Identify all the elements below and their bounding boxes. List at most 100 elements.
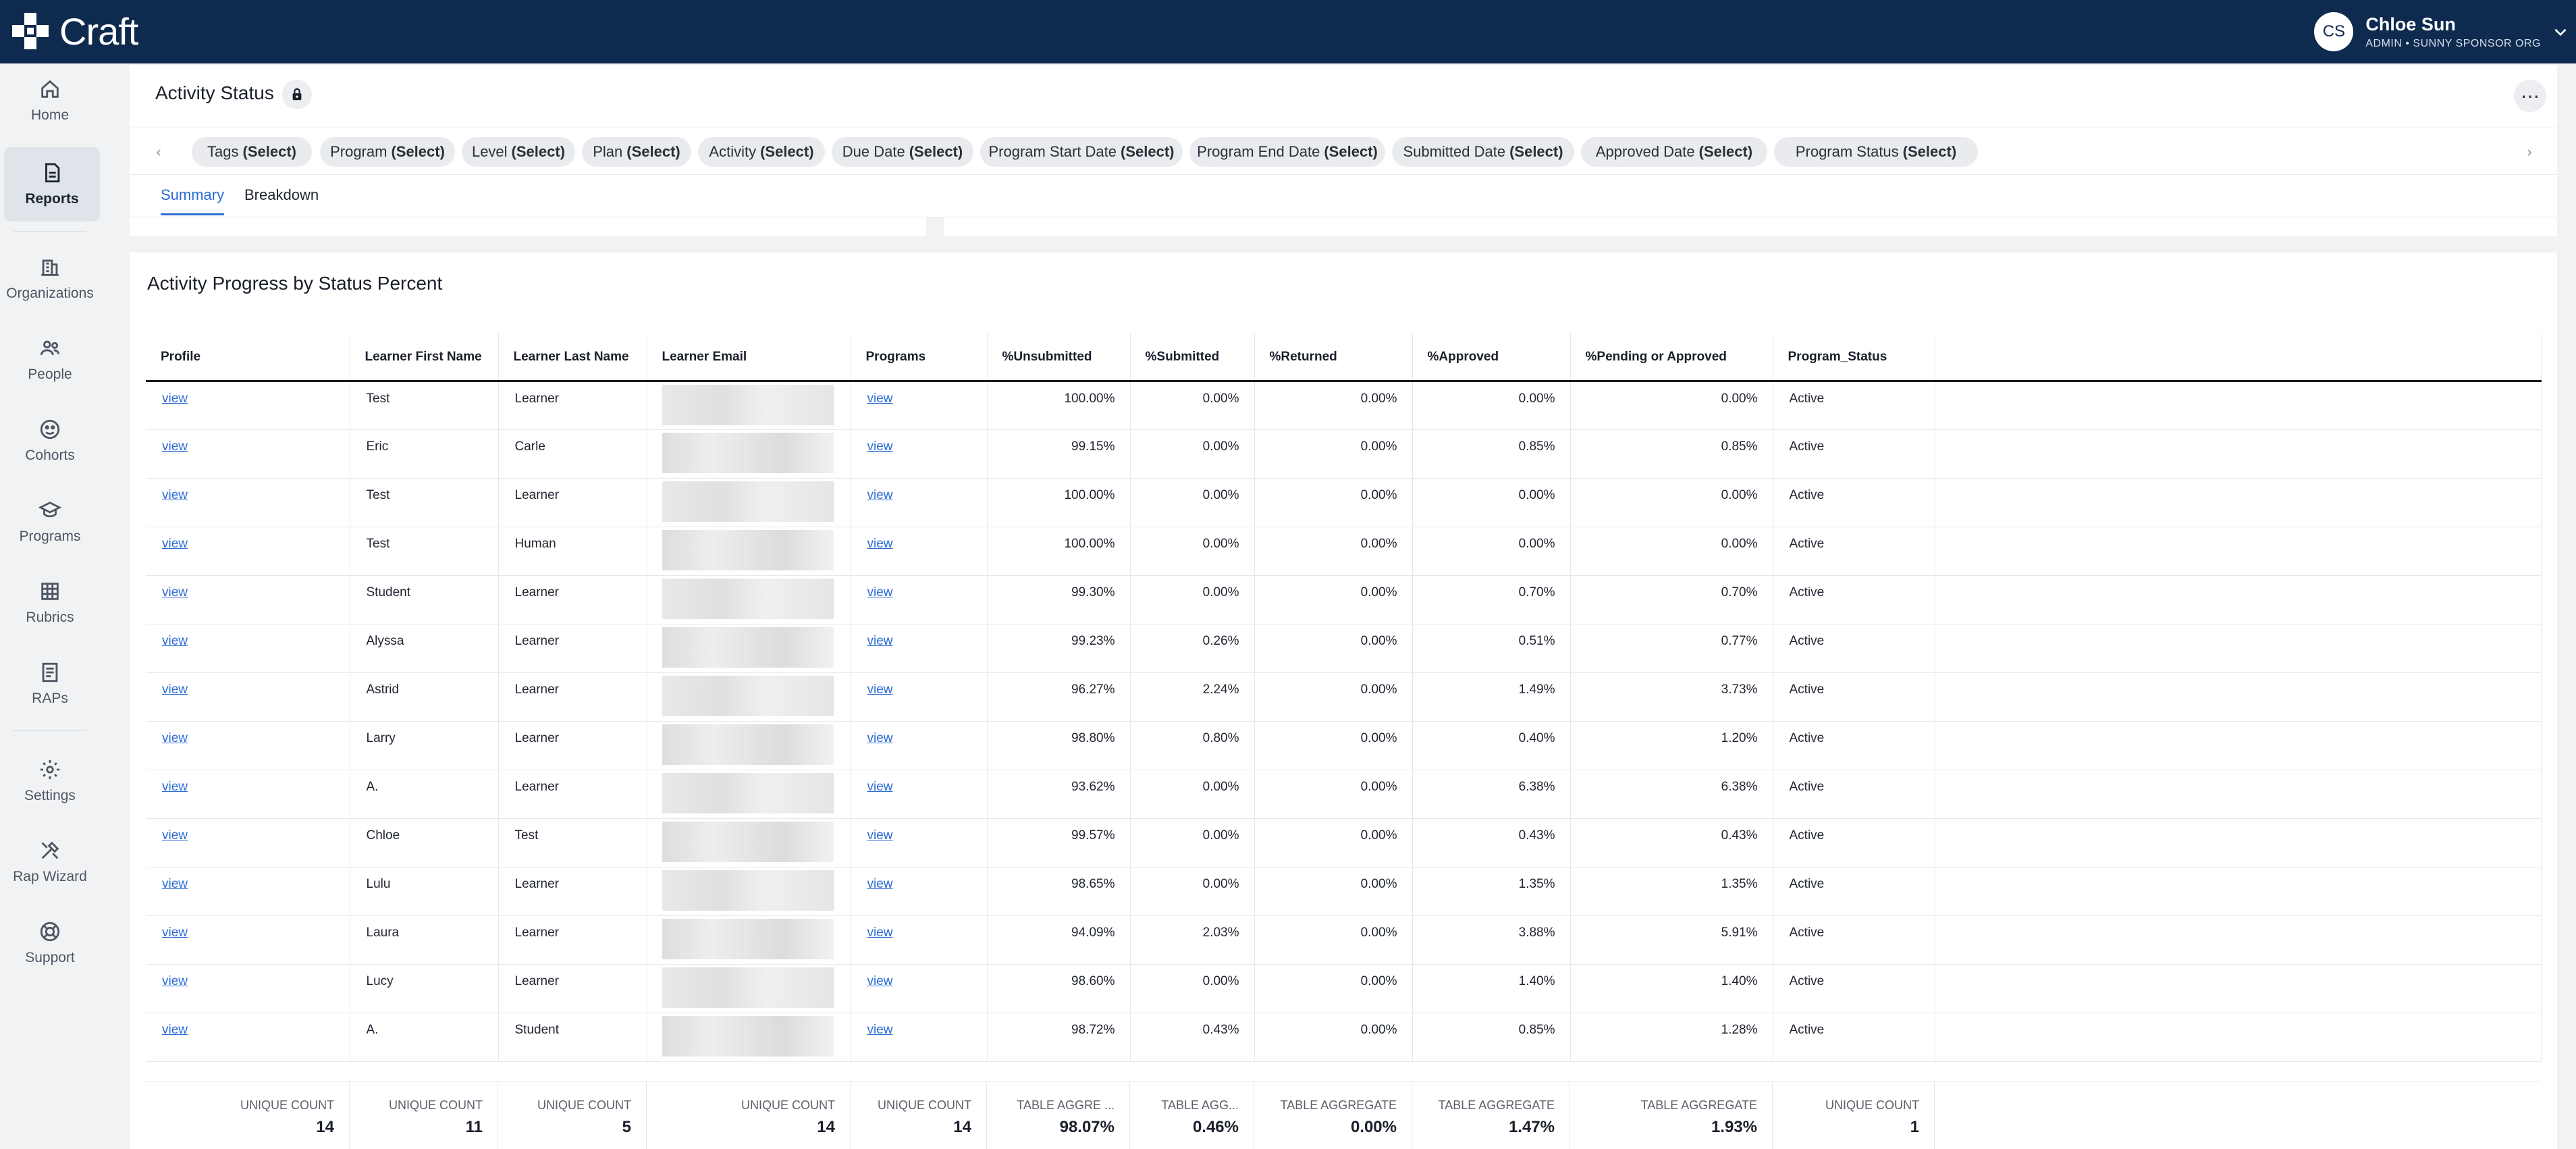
- programs-link[interactable]: view: [851, 964, 988, 1013]
- profile-link[interactable]: view: [146, 527, 350, 576]
- profile-link[interactable]: view: [162, 439, 188, 454]
- filter-chip-tags[interactable]: Tags (Select): [192, 137, 312, 167]
- profile-link[interactable]: view: [146, 478, 350, 527]
- profile-link[interactable]: view: [146, 867, 350, 916]
- programs-link[interactable]: view: [867, 925, 893, 940]
- programs-link[interactable]: view: [867, 682, 893, 697]
- programs-link[interactable]: view: [851, 672, 988, 722]
- programs-link[interactable]: view: [851, 624, 988, 673]
- column-header-unsubmitted[interactable]: %Unsubmitted: [987, 333, 1131, 382]
- column-header-programs[interactable]: Programs: [851, 333, 988, 382]
- profile-link[interactable]: view: [162, 779, 188, 794]
- column-header-last-name[interactable]: Learner Last Name: [498, 333, 647, 382]
- sidebar-item-support[interactable]: Support: [0, 906, 100, 980]
- profile-link[interactable]: view: [146, 721, 350, 770]
- profile-link[interactable]: view: [146, 915, 350, 965]
- profile-link[interactable]: view: [162, 925, 188, 940]
- lock-button[interactable]: [282, 80, 312, 109]
- filter-chip-submitted-date[interactable]: Submitted Date (Select): [1392, 137, 1574, 167]
- more-options-button[interactable]: ⋯: [2514, 80, 2546, 112]
- profile-link[interactable]: view: [162, 682, 188, 697]
- profile-link[interactable]: view: [146, 964, 350, 1013]
- programs-link[interactable]: view: [867, 973, 893, 988]
- profile-link[interactable]: view: [162, 633, 188, 648]
- sidebar-item-raps[interactable]: RAPs: [0, 647, 100, 721]
- sidebar-item-programs[interactable]: Programs: [0, 485, 100, 559]
- sidebar-item-label: Organizations: [6, 286, 94, 301]
- programs-link[interactable]: view: [867, 536, 893, 551]
- column-header-submitted[interactable]: %Submitted: [1130, 333, 1255, 382]
- column-header-email[interactable]: Learner Email: [647, 333, 851, 382]
- programs-link[interactable]: view: [851, 721, 988, 770]
- chevron-right-icon[interactable]: ›: [2527, 143, 2532, 160]
- filter-chip-level[interactable]: Level (Select): [462, 137, 575, 167]
- tab-summary[interactable]: Summary: [161, 186, 225, 215]
- filter-chip-program-status[interactable]: Program Status (Select): [1774, 137, 1978, 167]
- profile-link[interactable]: view: [162, 828, 188, 843]
- programs-link[interactable]: view: [867, 779, 893, 794]
- programs-link[interactable]: view: [851, 575, 988, 624]
- profile-link[interactable]: view: [146, 575, 350, 624]
- filter-chip-due-date[interactable]: Due Date (Select): [832, 137, 973, 167]
- column-header-program-status[interactable]: Program_Status: [1773, 333, 1935, 382]
- filter-chip-program-end-date[interactable]: Program End Date (Select): [1189, 137, 1385, 167]
- programs-link[interactable]: view: [867, 876, 893, 891]
- profile-link[interactable]: view: [162, 730, 188, 745]
- programs-link[interactable]: view: [851, 1013, 988, 1062]
- cell-email-redacted: [647, 429, 851, 479]
- programs-link[interactable]: view: [851, 770, 988, 819]
- programs-link[interactable]: view: [851, 527, 988, 576]
- sidebar-item-rap-wizard[interactable]: Rap Wizard: [0, 825, 100, 899]
- profile-link[interactable]: view: [146, 624, 350, 673]
- profile-link[interactable]: view: [162, 973, 188, 988]
- sidebar-item-cohorts[interactable]: Cohorts: [0, 404, 100, 478]
- sidebar-item-home[interactable]: Home: [0, 63, 100, 138]
- programs-link[interactable]: view: [851, 381, 988, 430]
- sidebar-item-rubrics[interactable]: Rubrics: [0, 566, 100, 640]
- column-header-returned[interactable]: %Returned: [1254, 333, 1413, 382]
- programs-link[interactable]: view: [851, 915, 988, 965]
- profile-link[interactable]: view: [162, 536, 188, 551]
- programs-link[interactable]: view: [867, 828, 893, 843]
- profile-link[interactable]: view: [146, 818, 350, 867]
- programs-link[interactable]: view: [867, 487, 893, 502]
- programs-link[interactable]: view: [867, 1022, 893, 1037]
- chevron-left-icon[interactable]: ‹: [156, 143, 161, 160]
- profile-link[interactable]: view: [162, 391, 188, 406]
- programs-link[interactable]: view: [867, 391, 893, 406]
- sidebar-item-organizations[interactable]: Organizations: [0, 242, 100, 316]
- column-header-profile[interactable]: Profile: [146, 333, 350, 382]
- column-header-first-name[interactable]: Learner First Name: [350, 333, 499, 382]
- user-menu[interactable]: CS Chloe Sun ADMIN • SUNNY SPONSOR ORG: [2314, 9, 2569, 55]
- sidebar-item-settings[interactable]: Settings: [0, 744, 100, 818]
- profile-link[interactable]: view: [146, 672, 350, 722]
- tab-breakdown[interactable]: Breakdown: [244, 186, 319, 203]
- profile-link[interactable]: view: [146, 381, 350, 430]
- profile-link[interactable]: view: [146, 770, 350, 819]
- filter-chip-plan[interactable]: Plan (Select): [582, 137, 691, 167]
- programs-link[interactable]: view: [851, 429, 988, 479]
- programs-link[interactable]: view: [867, 585, 893, 599]
- column-header-pending-or-approved[interactable]: %Pending or Approved: [1570, 333, 1773, 382]
- programs-link[interactable]: view: [851, 867, 988, 916]
- sidebar-item-people[interactable]: People: [0, 323, 100, 397]
- craft-logo[interactable]: Craft: [8, 9, 138, 53]
- profile-link[interactable]: view: [162, 487, 188, 502]
- filter-chip-approved-date[interactable]: Approved Date (Select): [1581, 137, 1767, 167]
- programs-link[interactable]: view: [851, 478, 988, 527]
- column-header-approved[interactable]: %Approved: [1412, 333, 1571, 382]
- filter-chip-program-start-date[interactable]: Program Start Date (Select): [980, 137, 1183, 167]
- filter-chip-program[interactable]: Program (Select): [320, 137, 455, 167]
- programs-link[interactable]: view: [867, 730, 893, 745]
- programs-link[interactable]: view: [867, 633, 893, 648]
- sidebar-item-reports[interactable]: Reports: [4, 147, 100, 221]
- profile-link[interactable]: view: [162, 876, 188, 891]
- profile-link[interactable]: view: [146, 1013, 350, 1062]
- profile-link[interactable]: view: [146, 429, 350, 479]
- profile-link[interactable]: view: [162, 585, 188, 599]
- filter-chip-activity[interactable]: Activity (Select): [698, 137, 825, 167]
- chevron-down-icon[interactable]: [2552, 23, 2569, 41]
- programs-link[interactable]: view: [867, 439, 893, 454]
- programs-link[interactable]: view: [851, 818, 988, 867]
- profile-link[interactable]: view: [162, 1022, 188, 1037]
